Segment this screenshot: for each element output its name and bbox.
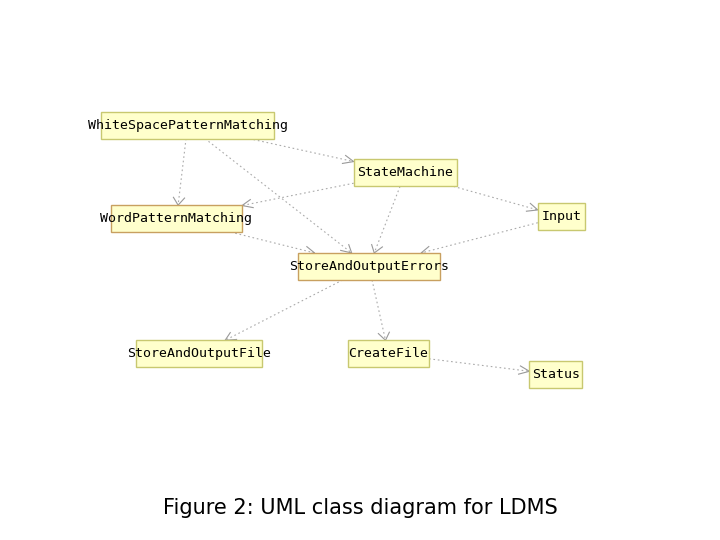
Text: Figure 2: UML class diagram for LDMS: Figure 2: UML class diagram for LDMS (163, 497, 557, 518)
Bar (529, 361, 582, 388)
Text: CreateFile: CreateFile (348, 347, 428, 360)
Text: WhiteSpacePatternMatching: WhiteSpacePatternMatching (88, 119, 288, 132)
Bar (538, 203, 585, 230)
Bar (298, 253, 440, 280)
Text: Input: Input (541, 210, 582, 223)
Text: StoreAndOutputFile: StoreAndOutputFile (127, 347, 271, 360)
Text: Status: Status (532, 368, 580, 381)
Bar (348, 340, 429, 367)
Bar (101, 112, 274, 139)
Text: StoreAndOutputErrors: StoreAndOutputErrors (289, 260, 449, 273)
Bar (354, 159, 457, 186)
Text: WordPatternMatching: WordPatternMatching (101, 212, 253, 225)
Bar (111, 205, 242, 232)
Text: StateMachine: StateMachine (357, 166, 454, 179)
Bar (136, 340, 261, 367)
